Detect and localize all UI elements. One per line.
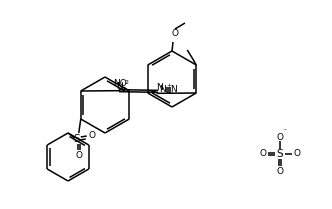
Text: S: S [73,134,80,144]
Text: NO: NO [113,79,127,88]
Text: N: N [156,83,162,92]
Text: O: O [277,133,284,141]
Text: N: N [159,85,166,94]
Text: O: O [277,167,284,176]
Text: O: O [260,149,267,158]
Text: ⁻: ⁻ [283,126,287,135]
Text: O: O [75,150,82,159]
Text: +: + [167,83,172,88]
Text: N: N [170,85,177,94]
Text: S: S [277,149,283,159]
Text: O: O [88,130,95,139]
Text: O: O [172,28,179,37]
Text: O: O [293,149,300,158]
Text: 2: 2 [124,80,128,85]
Text: N: N [117,82,123,91]
